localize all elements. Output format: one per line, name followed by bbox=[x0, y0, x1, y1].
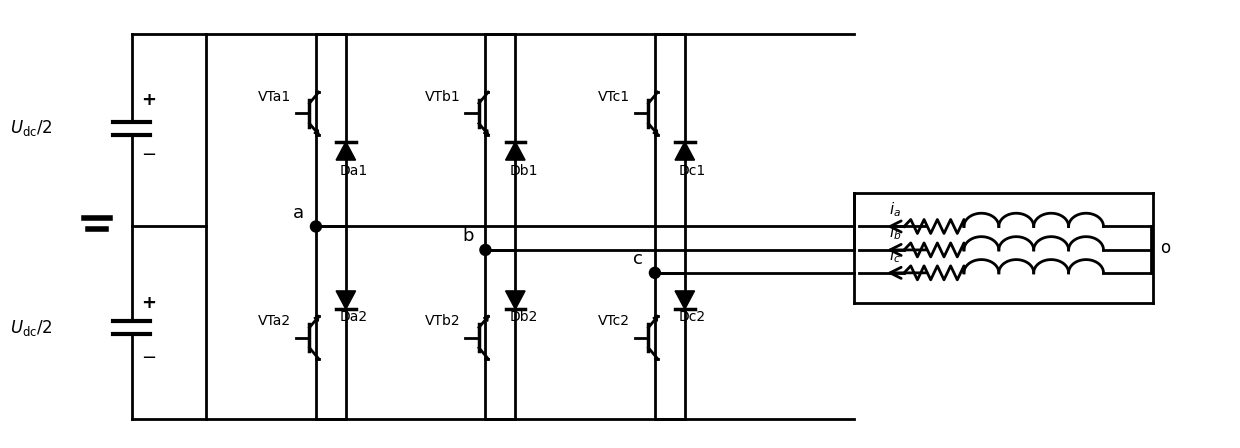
Polygon shape bbox=[653, 316, 657, 321]
Text: Da2: Da2 bbox=[340, 310, 368, 324]
Text: $i_c$: $i_c$ bbox=[889, 246, 901, 265]
Text: $i_b$: $i_b$ bbox=[889, 223, 901, 242]
Text: b: b bbox=[463, 227, 474, 245]
Polygon shape bbox=[675, 142, 694, 160]
Text: $U_{\rm dc}/2$: $U_{\rm dc}/2$ bbox=[10, 318, 52, 338]
Text: c: c bbox=[634, 250, 642, 268]
Text: $i_a$: $i_a$ bbox=[889, 200, 901, 219]
Text: Dc2: Dc2 bbox=[680, 310, 707, 324]
Text: VTa2: VTa2 bbox=[258, 314, 291, 328]
Polygon shape bbox=[506, 291, 525, 309]
Text: VTb2: VTb2 bbox=[425, 314, 460, 328]
Text: o: o bbox=[1161, 239, 1171, 257]
Polygon shape bbox=[484, 316, 489, 321]
Polygon shape bbox=[336, 142, 356, 160]
Text: $-$: $-$ bbox=[141, 144, 156, 162]
Polygon shape bbox=[506, 142, 525, 160]
Text: Dc1: Dc1 bbox=[680, 164, 707, 177]
Polygon shape bbox=[484, 129, 489, 134]
Polygon shape bbox=[653, 129, 657, 134]
Text: VTc2: VTc2 bbox=[598, 314, 630, 328]
Text: VTb1: VTb1 bbox=[425, 90, 460, 104]
Circle shape bbox=[480, 245, 491, 255]
Polygon shape bbox=[675, 291, 694, 309]
Text: $U_{\rm dc}/2$: $U_{\rm dc}/2$ bbox=[10, 118, 52, 138]
Text: Db1: Db1 bbox=[510, 164, 538, 177]
Text: +: + bbox=[141, 91, 156, 109]
Polygon shape bbox=[314, 316, 319, 321]
Text: VTc1: VTc1 bbox=[598, 90, 630, 104]
Circle shape bbox=[650, 267, 661, 278]
Polygon shape bbox=[336, 291, 356, 309]
Circle shape bbox=[310, 221, 321, 232]
Text: a: a bbox=[293, 203, 304, 221]
Text: VTa1: VTa1 bbox=[258, 90, 291, 104]
Text: +: + bbox=[141, 294, 156, 312]
Polygon shape bbox=[314, 129, 319, 134]
Text: $-$: $-$ bbox=[141, 347, 156, 365]
Text: Da1: Da1 bbox=[340, 164, 368, 177]
Text: Db2: Db2 bbox=[510, 310, 538, 324]
